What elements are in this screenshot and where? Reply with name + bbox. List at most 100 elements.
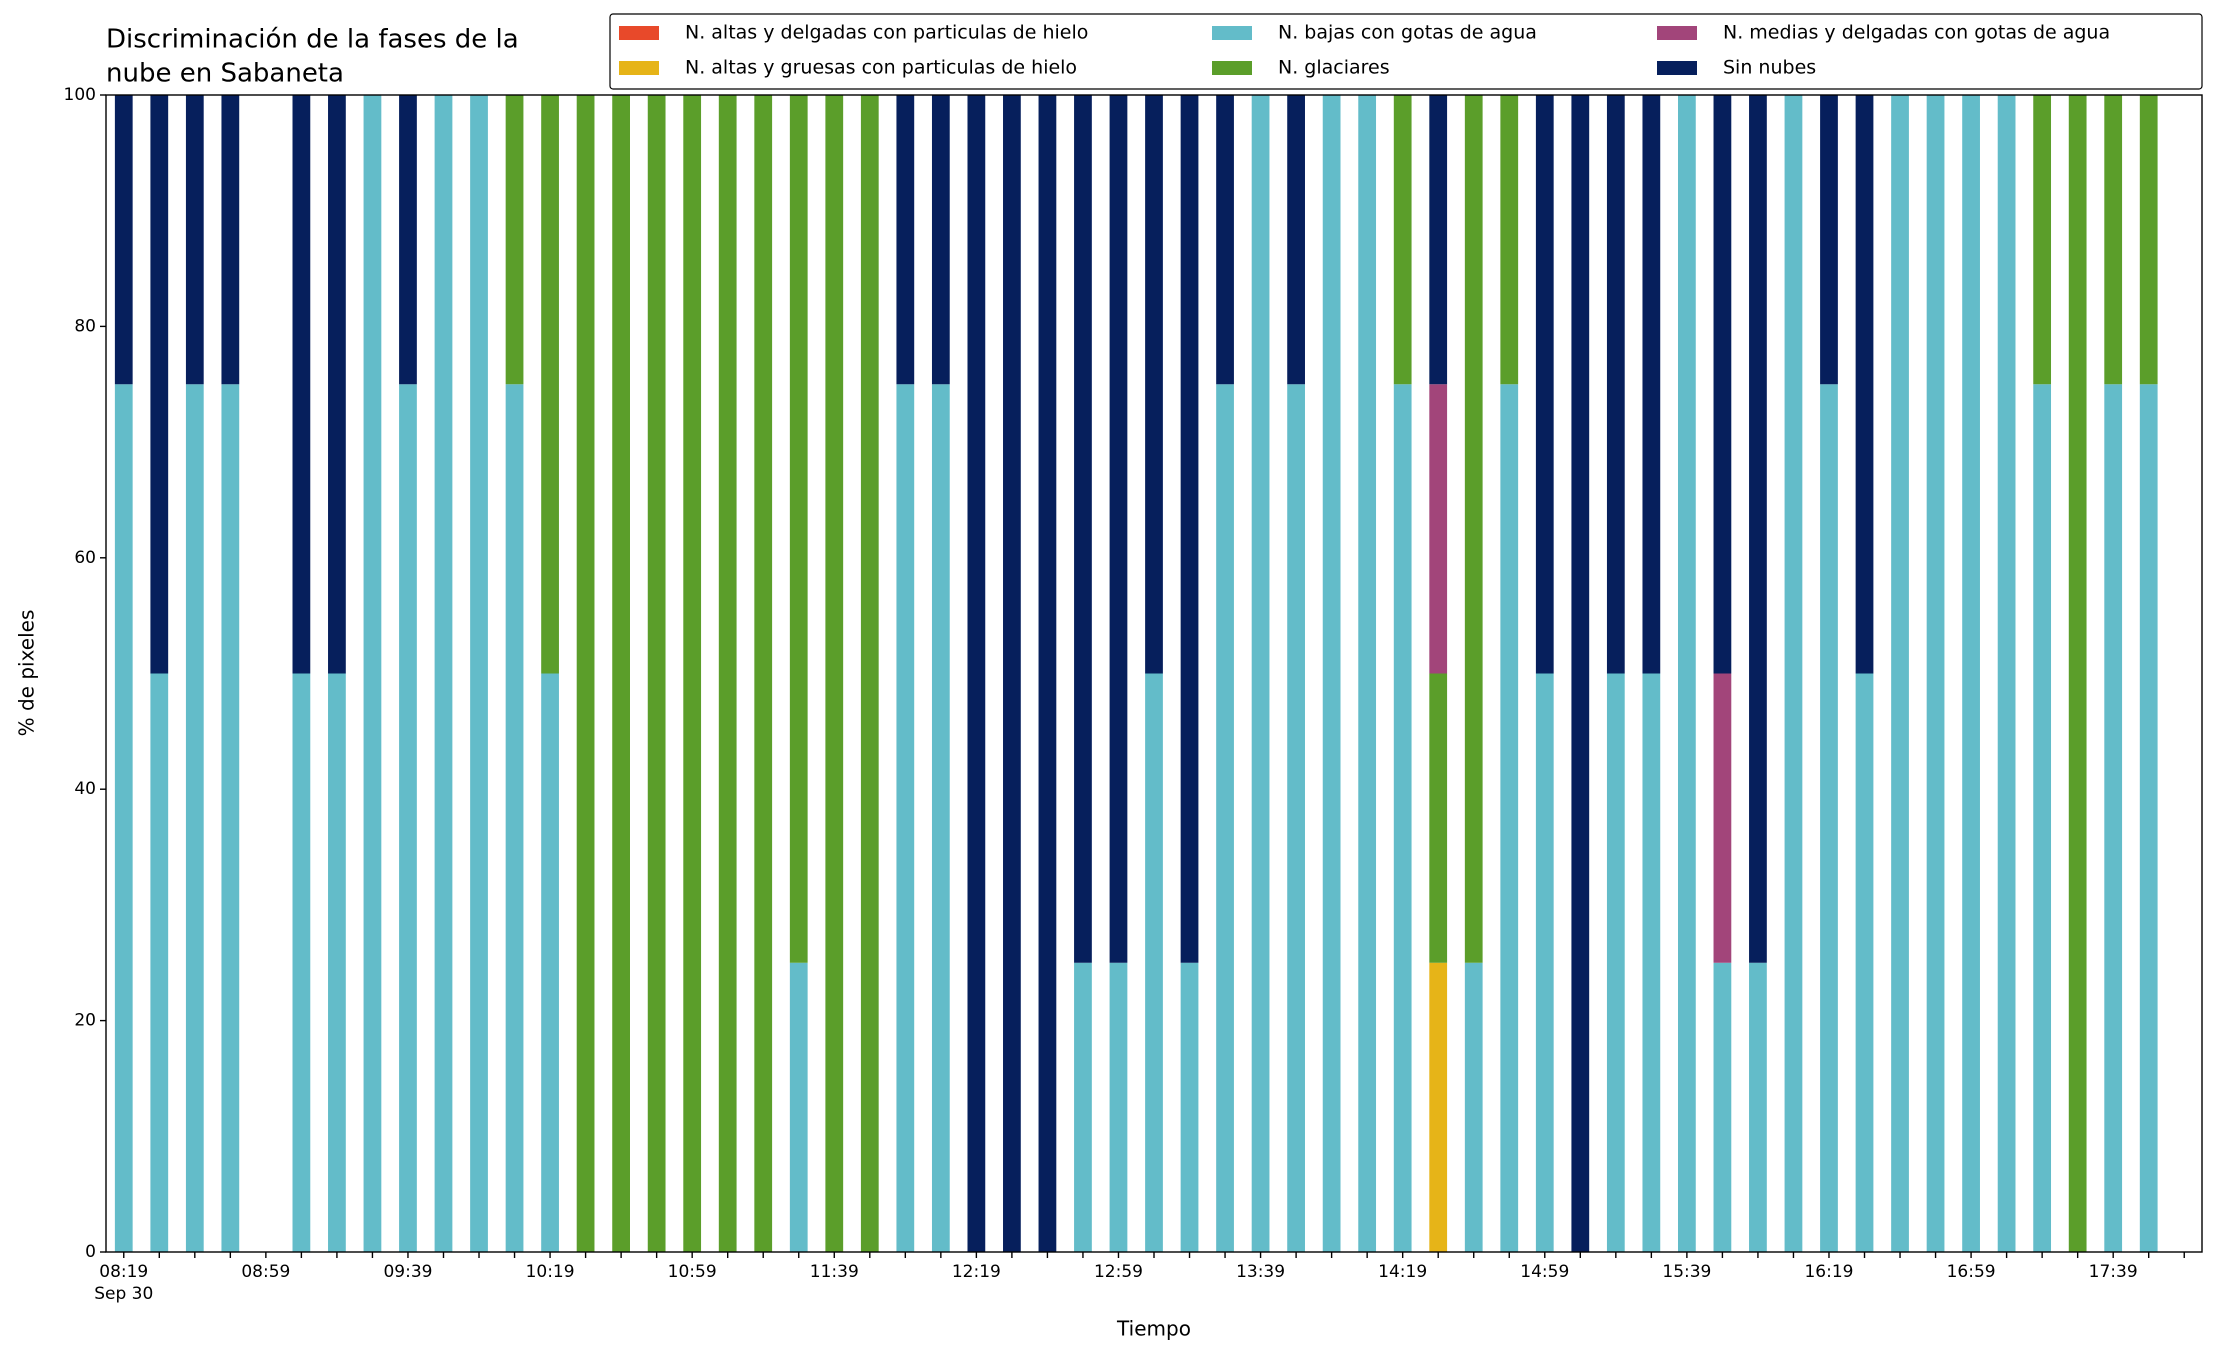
legend-label: N. bajas con gotas de agua [1278, 22, 1537, 44]
bar-segment [363, 95, 382, 1252]
legend-box [609, 13, 2203, 90]
bar-segment [505, 384, 524, 1252]
bar-segment [185, 95, 204, 385]
bar-segment [1287, 95, 1305, 385]
bar-segment [1145, 95, 1163, 674]
bar-segment [1429, 673, 1448, 963]
x-tick-label: 12:19 [952, 1262, 1001, 1282]
bar-segment [1606, 673, 1625, 1252]
bar-segment [541, 673, 559, 1252]
bar-segment [1429, 962, 1448, 1252]
bar-segment [1855, 673, 1874, 1252]
bar-segment [2104, 384, 2123, 1252]
bar-segment [1038, 95, 1057, 1252]
x-axis-label: Tiempo [1116, 1317, 1191, 1341]
x-tick-label: 08:19 [99, 1262, 148, 1282]
bar-segment [221, 95, 240, 385]
bar-segment [1749, 95, 1767, 963]
bar-segment [1074, 95, 1092, 963]
bar-segment [1713, 673, 1732, 963]
bar-segment [470, 95, 488, 1252]
x-tick-label: 13:39 [1236, 1262, 1285, 1282]
bar-segment [2139, 95, 2158, 385]
bar-segment [1464, 95, 1483, 963]
bar-segment [1500, 95, 1519, 385]
chart-title: Discriminación de la fases de la [106, 25, 519, 55]
y-tick-label: 20 [74, 1011, 96, 1031]
plot-frame [105, 94, 2203, 1253]
bar-segment [789, 962, 808, 1252]
bar-segment [1322, 95, 1341, 1252]
y-tick-label: 40 [74, 779, 96, 799]
x-tick-label: 17:39 [2089, 1262, 2138, 1282]
x-tick-label: 08:59 [241, 1262, 290, 1282]
y-tick-label: 60 [74, 548, 96, 568]
x-tick-label: 12:59 [1094, 1262, 1143, 1282]
bar-segment [2033, 95, 2052, 385]
bar-segment [2139, 384, 2158, 1252]
bar-segment [114, 384, 133, 1252]
bar-segment [1216, 384, 1234, 1252]
bar-segment [931, 384, 950, 1252]
bar-segment [1464, 962, 1483, 1252]
bar-segment [1393, 384, 1412, 1252]
bar-segment [541, 95, 559, 674]
y-axis-label: % de pixeles [15, 610, 39, 737]
legend-label: N. glaciares [1278, 57, 1390, 79]
bar-segment [2068, 95, 2087, 1252]
x-tick-label: 10:19 [526, 1262, 575, 1282]
bar-segment [896, 384, 915, 1252]
bar-segment [1962, 95, 1980, 1252]
bar-segment [1109, 962, 1128, 1252]
bar-segment [399, 384, 417, 1252]
bar-segment [292, 673, 311, 1252]
bar-segment [1216, 95, 1234, 385]
bar-segment [328, 673, 346, 1252]
bar-segment [612, 95, 630, 1252]
bar-segment [1891, 95, 1909, 1252]
legend-swatch [1212, 61, 1252, 75]
bar-segment [1535, 95, 1554, 674]
bar-segment [1358, 95, 1377, 1252]
bar-segment [1287, 384, 1305, 1252]
bar-segment [1820, 95, 1838, 385]
x-date-label: Sep 30 [94, 1284, 153, 1304]
y-tick-label: 80 [74, 316, 96, 336]
legend-swatch [1657, 61, 1697, 75]
bar-segment [1003, 95, 1021, 1252]
bar-segment [1642, 673, 1661, 1252]
x-tick-label: 15:39 [1662, 1262, 1711, 1282]
bar-segment [1678, 95, 1696, 1252]
bar-segment [505, 95, 524, 385]
legend-label: Sin nubes [1723, 57, 1816, 79]
bar-segment [1180, 95, 1199, 963]
bar-segment [789, 95, 808, 963]
bar-segment [860, 95, 879, 1252]
bar-segment [1393, 95, 1412, 385]
bar-segment [576, 95, 595, 1252]
bar-segment [150, 673, 169, 1252]
bar-segment [931, 95, 950, 385]
bar-segment [1713, 95, 1732, 674]
bar-segment [1926, 95, 1945, 1252]
bar-segment [328, 95, 346, 674]
bar-segment [1606, 95, 1625, 674]
bar-segment [1855, 95, 1874, 674]
legend-label: N. altas y delgadas con particulas de hi… [685, 22, 1088, 44]
bar-segment [683, 95, 702, 1252]
bar-segment [825, 95, 844, 1252]
x-tick-label: 11:39 [810, 1262, 859, 1282]
bar-segment [1109, 95, 1128, 963]
bar-segment [399, 95, 417, 385]
bar-segment [1535, 673, 1554, 1252]
bar-segment [1180, 962, 1199, 1252]
bar-segment [1749, 962, 1767, 1252]
legend-swatch [619, 26, 659, 40]
bar-segment [221, 384, 240, 1252]
bar-segment [434, 95, 453, 1252]
chart-title: nube en Sabaneta [106, 59, 344, 89]
bar-segment [150, 95, 169, 674]
bar-segment [1571, 95, 1590, 1252]
bar-segment [967, 95, 986, 1252]
bar-segment [1145, 673, 1163, 1252]
